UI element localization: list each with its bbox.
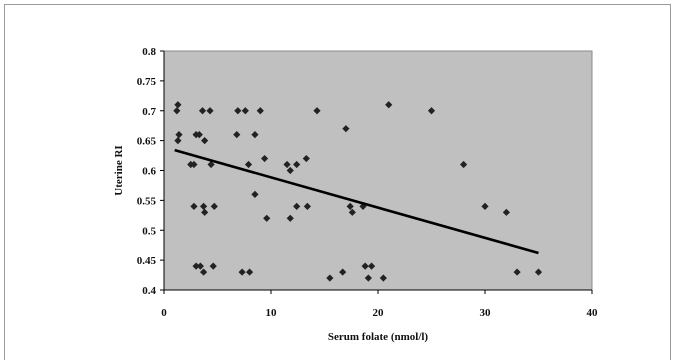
data-point (238, 268, 246, 276)
y-tick-label: 0.6 (142, 166, 156, 178)
data-point (385, 101, 393, 109)
data-point (460, 160, 468, 169)
x-tick-label: 40 (587, 307, 599, 319)
y-tick-label: 0.7 (142, 106, 156, 118)
data-point (201, 137, 209, 145)
data-point (241, 107, 249, 115)
data-point (209, 262, 217, 270)
data-point (206, 107, 214, 115)
data-point (359, 202, 367, 210)
data-point (313, 107, 321, 115)
data-point (201, 208, 209, 216)
data-point (342, 125, 350, 133)
data-point (303, 202, 311, 210)
data-point (192, 262, 200, 270)
data-point (210, 202, 218, 210)
data-point (175, 131, 183, 139)
data-point (233, 131, 241, 139)
data-point (283, 160, 291, 169)
data-point (199, 268, 208, 276)
data-point (190, 160, 198, 169)
data-point (367, 262, 376, 270)
data-point (244, 160, 253, 169)
data-point (256, 107, 264, 115)
data-point (207, 160, 215, 169)
data-point (251, 190, 259, 198)
data-point (173, 107, 181, 115)
x-tick-label: 0 (161, 307, 167, 319)
trendline-group (174, 148, 539, 255)
data-point (263, 214, 271, 222)
data-point (286, 166, 294, 175)
x-tick-label: 30 (480, 307, 492, 319)
data-point (379, 274, 387, 282)
data-point (196, 262, 204, 270)
data-point (364, 274, 372, 282)
data-point (195, 131, 203, 139)
y-tick-label: 0.5 (142, 225, 156, 237)
data-point (234, 107, 242, 115)
data-point (361, 262, 369, 270)
y-axis-title: Uterine RI (113, 145, 125, 195)
data-point (174, 101, 182, 109)
y-tick-label: 0.55 (137, 195, 157, 207)
x-axis-title: Serum folate (nmol/l) (328, 331, 429, 343)
data-point (251, 131, 259, 139)
data-point (198, 107, 207, 115)
y-tick-label: 0.65 (137, 136, 157, 148)
x-tick-label: 20 (373, 307, 385, 319)
data-point (190, 202, 198, 210)
data-point (502, 208, 510, 216)
data-point (339, 268, 347, 276)
x-axis: 0 10 20 30 40 (161, 289, 599, 319)
trendline (174, 148, 539, 255)
y-tick-label: 0.75 (137, 76, 157, 88)
data-point (246, 268, 254, 276)
data-point (260, 154, 269, 163)
x-tick-label: 10 (266, 307, 278, 319)
data-point (199, 202, 208, 210)
data-point (174, 137, 182, 145)
data-point (286, 214, 294, 222)
data-point (427, 107, 436, 115)
data-point (326, 274, 334, 282)
y-tick-label: 0.8 (142, 46, 156, 58)
data-point (302, 154, 310, 163)
data-point (293, 160, 301, 169)
data-point (513, 268, 521, 276)
y-tick-label: 0.4 (142, 285, 156, 297)
y-tick-label: 0.45 (137, 255, 157, 267)
data-point (481, 202, 489, 210)
scatter-series (173, 101, 543, 282)
data-point (346, 202, 354, 210)
plot-area (163, 50, 593, 291)
y-axis: 0.4 0.45 0.5 0.55 0.6 0.65 0.7 0.75 0.8 (137, 46, 165, 297)
data-point (534, 268, 543, 276)
data-point (348, 208, 356, 216)
data-point (293, 202, 301, 210)
